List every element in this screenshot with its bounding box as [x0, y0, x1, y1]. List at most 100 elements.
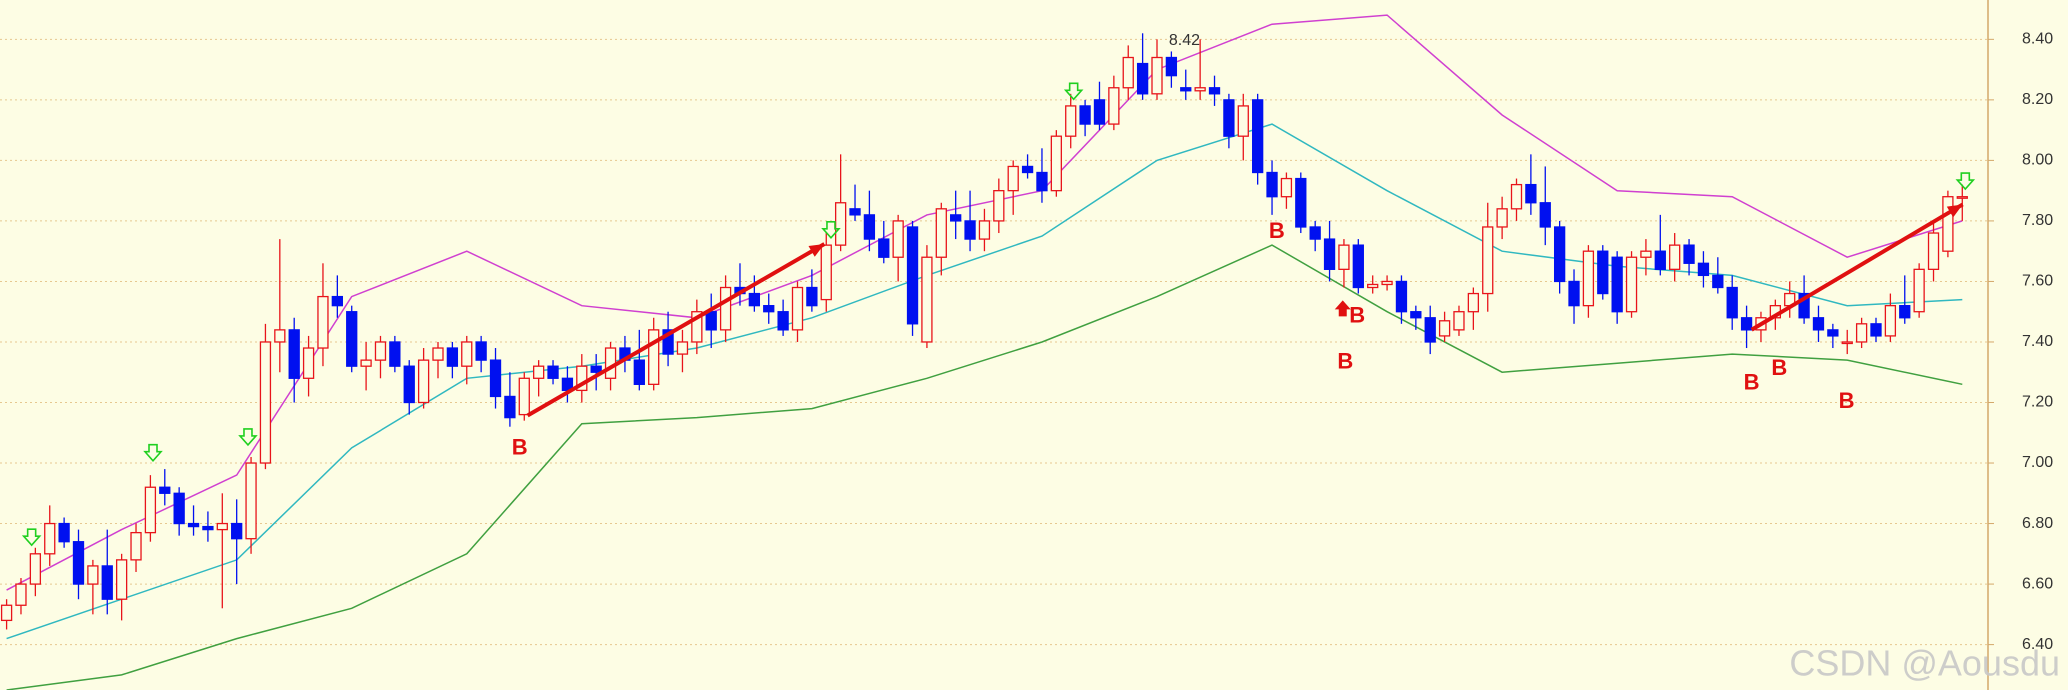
- candle-body: [1726, 286, 1738, 319]
- band-line: [6, 14, 1963, 591]
- candle-body: [705, 311, 717, 331]
- candle-body: [1381, 280, 1393, 286]
- candle-body: [604, 347, 617, 379]
- watermark: CSDN @Aousdu: [1789, 643, 2060, 684]
- candle-body: [432, 347, 444, 361]
- candle-body: [187, 522, 200, 528]
- candle-body: [633, 359, 645, 385]
- trend-arrow-head: [1946, 204, 1963, 218]
- candle-body: [374, 341, 387, 361]
- candle-body: [58, 522, 70, 543]
- candle-body: [921, 256, 933, 343]
- candle-body: [1323, 238, 1336, 270]
- candle-body: [1841, 341, 1853, 345]
- candle-body: [1065, 105, 1077, 137]
- candle-body: [1553, 226, 1566, 283]
- signal-arrow: [1955, 172, 1976, 191]
- y-tick-label: 7.20: [2022, 394, 2053, 411]
- candle-body: [0, 604, 13, 622]
- y-tick-label: 7.40: [2022, 333, 2053, 350]
- y-tick-label: 6.40: [2022, 636, 2053, 653]
- signal-label: B: [1744, 370, 1760, 395]
- candle-body: [115, 559, 128, 600]
- y-tick-label: 8.00: [2022, 152, 2053, 169]
- signal-label: B: [1337, 349, 1353, 374]
- candle-body: [1510, 183, 1523, 210]
- candle-body: [1223, 99, 1235, 137]
- candle-body: [719, 286, 732, 331]
- candle-body: [820, 244, 832, 301]
- candle-body: [1036, 171, 1048, 192]
- candle-body: [1453, 311, 1465, 331]
- candle-body: [964, 220, 976, 240]
- trend-arrow: [1750, 202, 1964, 332]
- signal-label: B: [1839, 388, 1855, 413]
- candle-body: [1208, 87, 1221, 95]
- candle-body: [547, 365, 559, 379]
- candle-body: [691, 311, 703, 343]
- candle-body: [1352, 244, 1364, 289]
- candle-body: [302, 347, 315, 379]
- candle-body: [1798, 292, 1810, 319]
- candle-body: [259, 341, 272, 464]
- candle-body: [1568, 280, 1580, 307]
- y-tick-label: 7.60: [2022, 273, 2053, 290]
- candle-body: [461, 341, 473, 367]
- candle-body: [1640, 250, 1652, 258]
- candle-body: [360, 359, 372, 367]
- candle-body: [1266, 171, 1278, 198]
- candle-body: [130, 531, 142, 561]
- candle-body: [676, 341, 689, 355]
- candle-body: [935, 208, 947, 258]
- signal-arrow: [238, 428, 258, 447]
- candle-body: [1625, 256, 1638, 313]
- candle-body: [1927, 232, 1940, 270]
- candle-body: [533, 365, 545, 379]
- candle-body: [1913, 268, 1925, 313]
- candle-body: [1165, 56, 1178, 77]
- candle-body: [1899, 305, 1911, 319]
- candle-body: [1467, 292, 1480, 313]
- candle-body: [806, 286, 818, 307]
- candle-body: [1424, 317, 1436, 343]
- candle-body: [662, 329, 674, 355]
- candle-body: [216, 522, 228, 531]
- y-tick-label: 6.60: [2022, 575, 2053, 592]
- candle-body: [1007, 165, 1019, 192]
- candle-body: [1136, 62, 1149, 95]
- candle-body: [1280, 177, 1293, 198]
- candle-body: [1827, 329, 1839, 337]
- candle-body: [403, 365, 415, 404]
- candle-body: [1582, 250, 1595, 307]
- signal-arrow: [21, 528, 42, 547]
- candle-body: [1884, 305, 1897, 337]
- candle-body: [763, 305, 775, 313]
- candle-body: [245, 462, 257, 540]
- candle-body: [1712, 274, 1724, 289]
- candle-body: [159, 486, 171, 494]
- candle-body: [1683, 244, 1695, 264]
- candle-body: [1295, 177, 1307, 228]
- candle-body: [863, 214, 876, 240]
- signal-arrow: [821, 221, 841, 240]
- candle-body: [892, 220, 904, 258]
- candle-body: [849, 208, 861, 216]
- candle-body: [101, 565, 113, 600]
- candle-body: [950, 214, 962, 222]
- y-tick-label: 6.80: [2022, 515, 2053, 532]
- candle-body: [288, 329, 300, 379]
- candle-body: [777, 311, 789, 331]
- candle-body: [1597, 250, 1609, 295]
- y-tick-label: 7.80: [2022, 212, 2053, 229]
- candle-body: [317, 295, 329, 349]
- candle-body: [1956, 196, 1968, 199]
- candle-body: [878, 238, 890, 258]
- candle-body: [1395, 280, 1408, 313]
- candle-body: [978, 220, 991, 240]
- candle-body: [87, 565, 99, 585]
- candle-body: [1309, 226, 1321, 240]
- signal-arrow: [1334, 300, 1351, 317]
- candle-body: [648, 329, 660, 385]
- candle-body: [173, 492, 185, 525]
